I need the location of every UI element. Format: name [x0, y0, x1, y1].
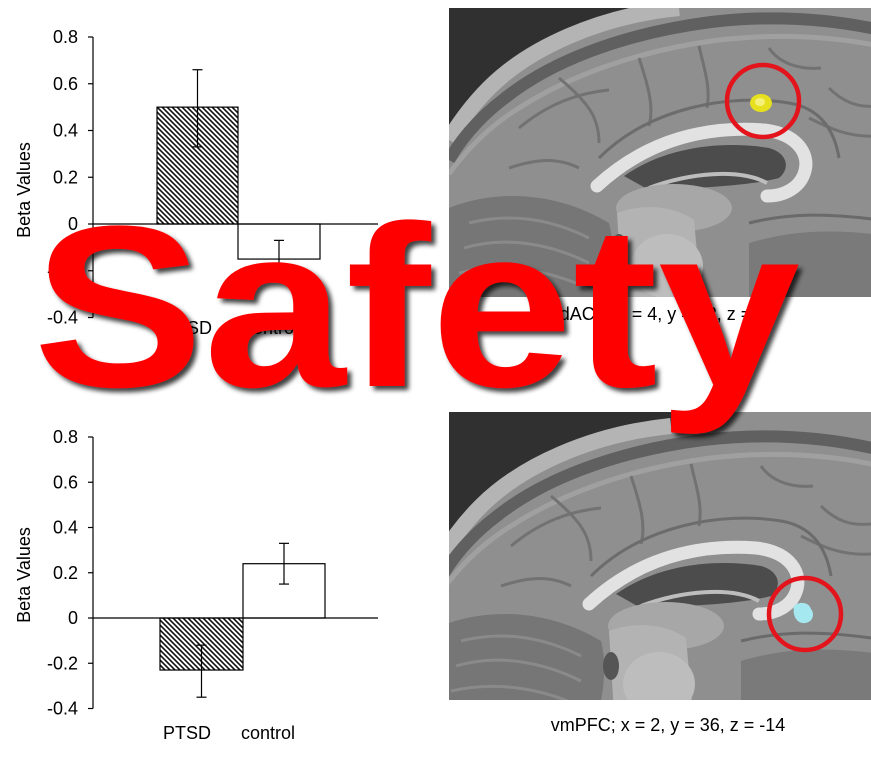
brain-mri-image-dacc — [429, 0, 871, 328]
brain-image-caption: vmPFC; x = 2, y = 36, z = -14 — [551, 715, 786, 735]
y-axis-label: Beta Values — [14, 527, 34, 623]
y-tick-label: 0.6 — [53, 74, 78, 94]
y-tick-label: -0.4 — [47, 308, 78, 328]
category-label: control — [241, 723, 295, 743]
y-tick-label: 0.8 — [53, 427, 78, 447]
y-tick-label: 0 — [68, 608, 78, 628]
category-label: PTSD — [164, 318, 212, 338]
y-tick-label: -0.2 — [47, 653, 78, 673]
y-tick-label: 0.8 — [53, 27, 78, 47]
y-axis-label: Beta Values — [14, 142, 34, 238]
y-tick-label: -0.2 — [47, 261, 78, 281]
y-tick-label: -0.4 — [47, 699, 78, 719]
brain-mri-image-vmpfc — [421, 406, 871, 746]
bar-chart-vmpfc: 0.8 0.6 0.4 0.2 0 -0.2 -0.4 PTSD control Beta Val… — [14, 427, 378, 743]
y-tick-label: 0.6 — [53, 472, 78, 492]
roi-highlight-circle — [766, 575, 844, 653]
bar-chart-dacc: 0.8 0.6 0.4 0.2 0 -0.2 -0.4 PTSD control Beta Val… — [14, 27, 378, 338]
category-label: control — [244, 318, 298, 338]
brain-image-caption: dACC; x = 4, y = 22, z = 44 — [560, 304, 777, 324]
activation-cluster — [793, 602, 813, 624]
safety-overlay-text: Safety — [33, 178, 800, 435]
y-tick-label: 0 — [68, 214, 78, 234]
y-tick-label: 0.4 — [53, 518, 78, 538]
y-tick-label: 0.2 — [53, 563, 78, 583]
y-tick-label: 0.2 — [53, 167, 78, 187]
y-tick-label: 0.4 — [53, 121, 78, 141]
roi-highlight-circle — [724, 62, 802, 140]
category-label: PTSD — [163, 723, 211, 743]
activation-cluster-core — [755, 98, 765, 106]
